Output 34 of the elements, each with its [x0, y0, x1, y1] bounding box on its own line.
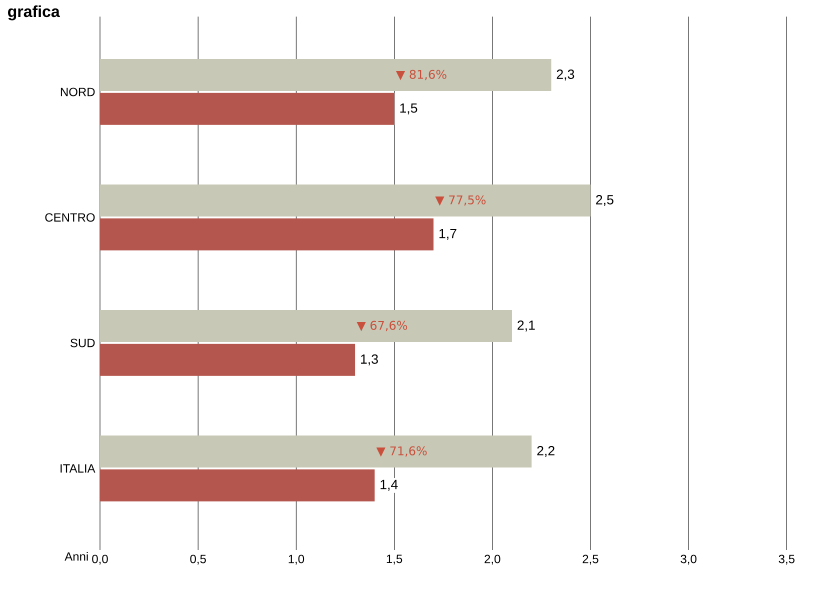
annotation: ▼ 81,6%	[396, 70, 446, 80]
data-label: 1,7	[439, 228, 456, 240]
bar	[100, 344, 356, 376]
annotation: ▼ 77,5%	[435, 195, 486, 206]
data-label: 2,2	[537, 446, 554, 458]
data-label: 1,5	[400, 103, 418, 114]
bar	[100, 310, 512, 342]
y-tick-label: CENTRO	[45, 213, 95, 222]
y-tick-label: NORD	[60, 88, 95, 96]
x-tick-label: 0,5	[190, 554, 206, 565]
y-tick-label: ITALIA	[60, 464, 96, 473]
annotation: ▼ 67,6%	[356, 320, 408, 332]
data-label: 1,3	[361, 354, 378, 366]
data-label: 2,5	[596, 195, 614, 206]
annotation: ▼ 71,6%	[376, 446, 427, 457]
x-tick-label: 2,0	[484, 554, 500, 565]
x-axis-title: Anni	[64, 552, 88, 561]
bar	[100, 469, 375, 502]
x-tick-label: 1,5	[386, 554, 402, 564]
y-tick-label: SUD	[70, 338, 95, 348]
chart-title: grafica	[8, 5, 60, 20]
x-tick-label: 3,0	[680, 554, 696, 565]
data-label: 2,3	[556, 70, 574, 81]
data-label: 1,4	[380, 480, 398, 491]
bar	[100, 92, 394, 125]
x-tick-label: 3,5	[778, 554, 795, 565]
data-label: 2,1	[518, 320, 535, 332]
bar	[100, 184, 590, 217]
bar	[100, 59, 552, 92]
x-tick-label: 1,0	[288, 554, 304, 565]
x-tick-label: 2,5	[582, 554, 598, 565]
bar	[100, 436, 532, 468]
x-tick-label: 0,0	[92, 554, 108, 565]
bar	[100, 218, 434, 250]
